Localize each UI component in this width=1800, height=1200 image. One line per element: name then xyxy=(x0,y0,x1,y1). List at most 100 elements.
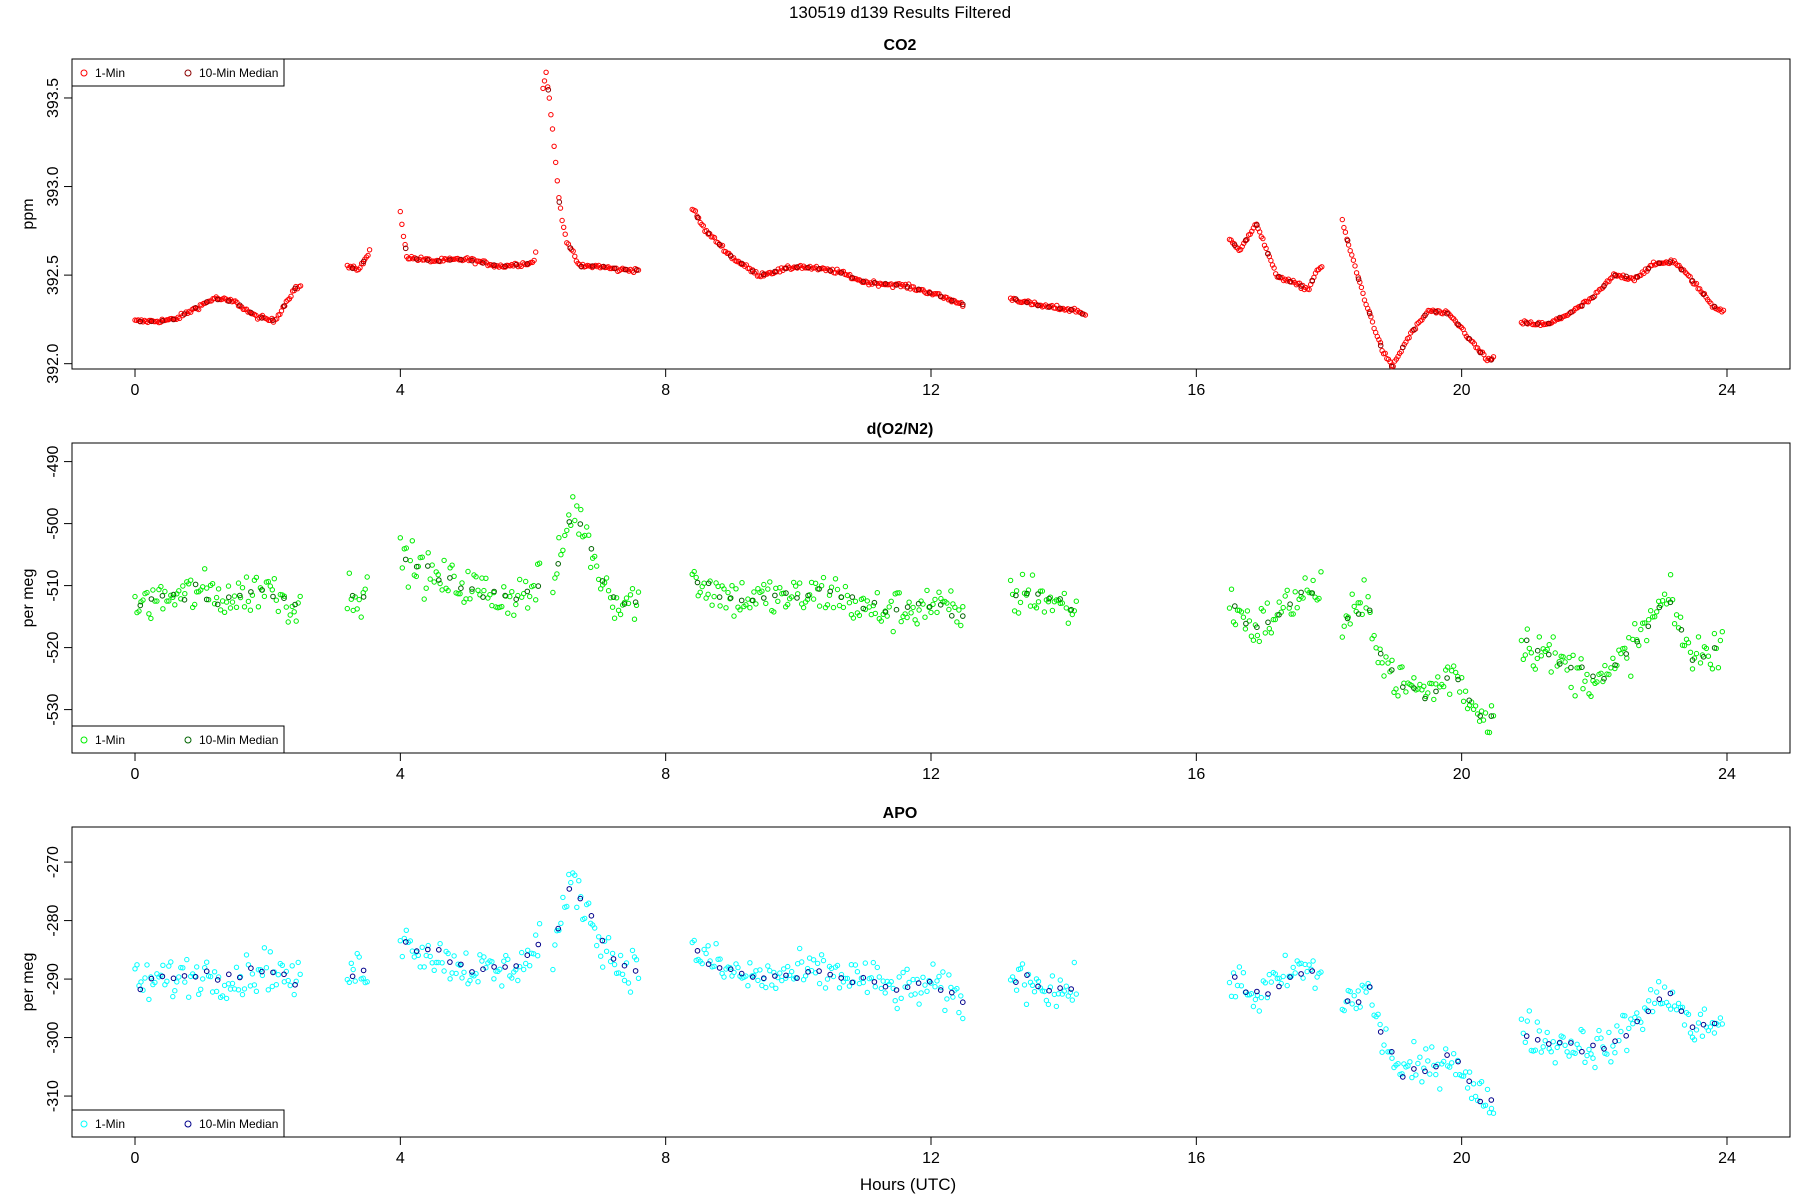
data-point-1min-apo xyxy=(918,990,924,996)
data-point-10min-o2n2 xyxy=(1377,650,1384,657)
data-point-10min-co2 xyxy=(148,318,155,325)
data-point-1min-o2n2 xyxy=(729,583,735,589)
data-point-1min-apo xyxy=(715,956,721,962)
data-point-1min-apo xyxy=(1634,1010,1640,1016)
data-point-1min-o2n2 xyxy=(623,595,630,601)
data-point-1min-o2n2 xyxy=(810,596,817,602)
data-point-1min-apo xyxy=(1482,1102,1489,1109)
data-point-1min-o2n2 xyxy=(631,616,638,622)
data-point-1min-o2n2 xyxy=(1441,683,1447,690)
y-tick-label-o2n2: -500 xyxy=(45,507,62,539)
data-point-1min-co2 xyxy=(553,159,559,166)
data-point-10min-apo xyxy=(1612,1038,1618,1044)
data-point-1min-o2n2 xyxy=(525,605,531,611)
data-point-10min-o2n2 xyxy=(1455,676,1461,683)
data-point-1min-apo xyxy=(607,958,614,965)
data-point-1min-o2n2 xyxy=(1339,634,1346,640)
data-point-1min-apo xyxy=(184,956,190,963)
data-point-1min-co2 xyxy=(1416,319,1422,326)
data-point-10min-o2n2 xyxy=(926,604,933,610)
data-point-1min-o2n2 xyxy=(751,589,757,595)
data-point-10min-o2n2 xyxy=(1422,695,1428,702)
data-point-1min-o2n2 xyxy=(1546,642,1552,648)
data-point-10min-co2 xyxy=(1309,277,1315,284)
data-point-10min-apo xyxy=(694,948,701,954)
panel-title-o2n2: d(O2/N2) xyxy=(867,421,934,438)
data-point-1min-co2 xyxy=(546,95,552,101)
data-point-1min-apo xyxy=(552,942,558,948)
data-point-10min-o2n2 xyxy=(436,577,442,583)
data-point-10min-apo xyxy=(1568,1040,1574,1046)
data-point-1min-o2n2 xyxy=(775,598,781,604)
data-point-1min-o2n2 xyxy=(1618,650,1624,657)
data-point-1min-apo xyxy=(176,974,182,980)
data-point-10min-o2n2 xyxy=(1068,606,1074,613)
data-point-10min-o2n2 xyxy=(816,586,822,592)
data-point-10min-apo xyxy=(1546,1041,1552,1047)
data-point-1min-apo xyxy=(1413,1072,1419,1078)
data-point-10min-co2 xyxy=(524,261,531,267)
data-point-1min-o2n2 xyxy=(1689,666,1696,672)
data-point-10min-apo xyxy=(738,970,745,977)
data-point-1min-apo xyxy=(572,872,578,878)
data-point-10min-co2 xyxy=(360,258,367,265)
data-point-10min-o2n2 xyxy=(705,580,712,587)
data-point-1min-o2n2 xyxy=(455,591,461,597)
data-point-1min-apo xyxy=(1590,1055,1596,1061)
data-point-1min-apo xyxy=(888,979,894,985)
data-point-1min-apo xyxy=(513,967,519,973)
data-point-10min-apo xyxy=(1422,1068,1428,1075)
data-point-1min-o2n2 xyxy=(946,606,952,613)
data-point-1min-apo xyxy=(229,980,236,987)
data-point-1min-co2 xyxy=(1349,252,1355,258)
data-point-1min-apo xyxy=(164,978,170,984)
data-point-1min-apo xyxy=(457,962,463,968)
data-point-1min-o2n2 xyxy=(513,601,519,608)
data-point-1min-apo xyxy=(1441,1058,1447,1065)
data-point-1min-apo xyxy=(1451,1051,1457,1057)
data-point-1min-apo xyxy=(568,879,574,886)
data-point-10min-o2n2 xyxy=(761,595,767,601)
data-point-10min-apo xyxy=(159,973,166,980)
data-point-10min-apo xyxy=(226,971,232,978)
legend-box-co2 xyxy=(71,58,285,87)
data-point-1min-o2n2 xyxy=(1671,621,1678,627)
data-point-10min-co2 xyxy=(1433,308,1439,315)
medians-o2n2 xyxy=(137,519,1718,719)
data-point-1min-apo xyxy=(491,976,497,982)
data-point-1min-apo xyxy=(1524,1018,1531,1024)
data-point-1min-o2n2 xyxy=(441,557,447,564)
data-point-10min-o2n2 xyxy=(281,595,287,602)
data-point-1min-o2n2 xyxy=(1011,608,1018,614)
data-point-1min-apo xyxy=(1312,985,1318,991)
data-point-1min-apo xyxy=(818,952,825,958)
data-point-1min-co2 xyxy=(188,309,194,315)
data-point-1min-o2n2 xyxy=(150,587,156,593)
data-point-10min-o2n2 xyxy=(1400,684,1406,690)
data-point-1min-apo xyxy=(1063,983,1070,989)
data-point-1min-apo xyxy=(950,994,956,1000)
data-point-10min-o2n2 xyxy=(1667,599,1674,606)
data-point-10min-co2 xyxy=(1411,326,1417,333)
data-point-10min-o2n2 xyxy=(402,556,409,563)
y-tick-label-apo: -310 xyxy=(45,1080,62,1112)
data-point-10min-o2n2 xyxy=(360,594,367,600)
legend-label-1min-co2: 1-Min xyxy=(95,66,125,80)
data-point-1min-apo xyxy=(433,959,439,966)
data-point-10min-apo xyxy=(1377,1029,1384,1035)
data-point-10min-co2 xyxy=(192,305,199,311)
data-point-10min-apo xyxy=(860,974,867,981)
data-point-1min-apo xyxy=(932,984,938,990)
data-point-10min-apo xyxy=(750,974,756,980)
data-point-1min-co2 xyxy=(531,257,537,264)
data-point-1min-apo xyxy=(808,968,815,974)
data-point-1min-o2n2 xyxy=(1276,599,1282,605)
data-point-1min-o2n2 xyxy=(607,595,614,601)
legend-marker-10min-co2 xyxy=(184,69,192,77)
data-point-1min-co2 xyxy=(549,126,556,132)
data-point-1min-apo xyxy=(1691,1037,1698,1043)
data-point-1min-apo xyxy=(1031,989,1038,995)
data-point-1min-apo xyxy=(1423,1046,1429,1052)
data-point-10min-co2 xyxy=(1711,303,1718,310)
data-point-1min-co2 xyxy=(1319,264,1325,270)
